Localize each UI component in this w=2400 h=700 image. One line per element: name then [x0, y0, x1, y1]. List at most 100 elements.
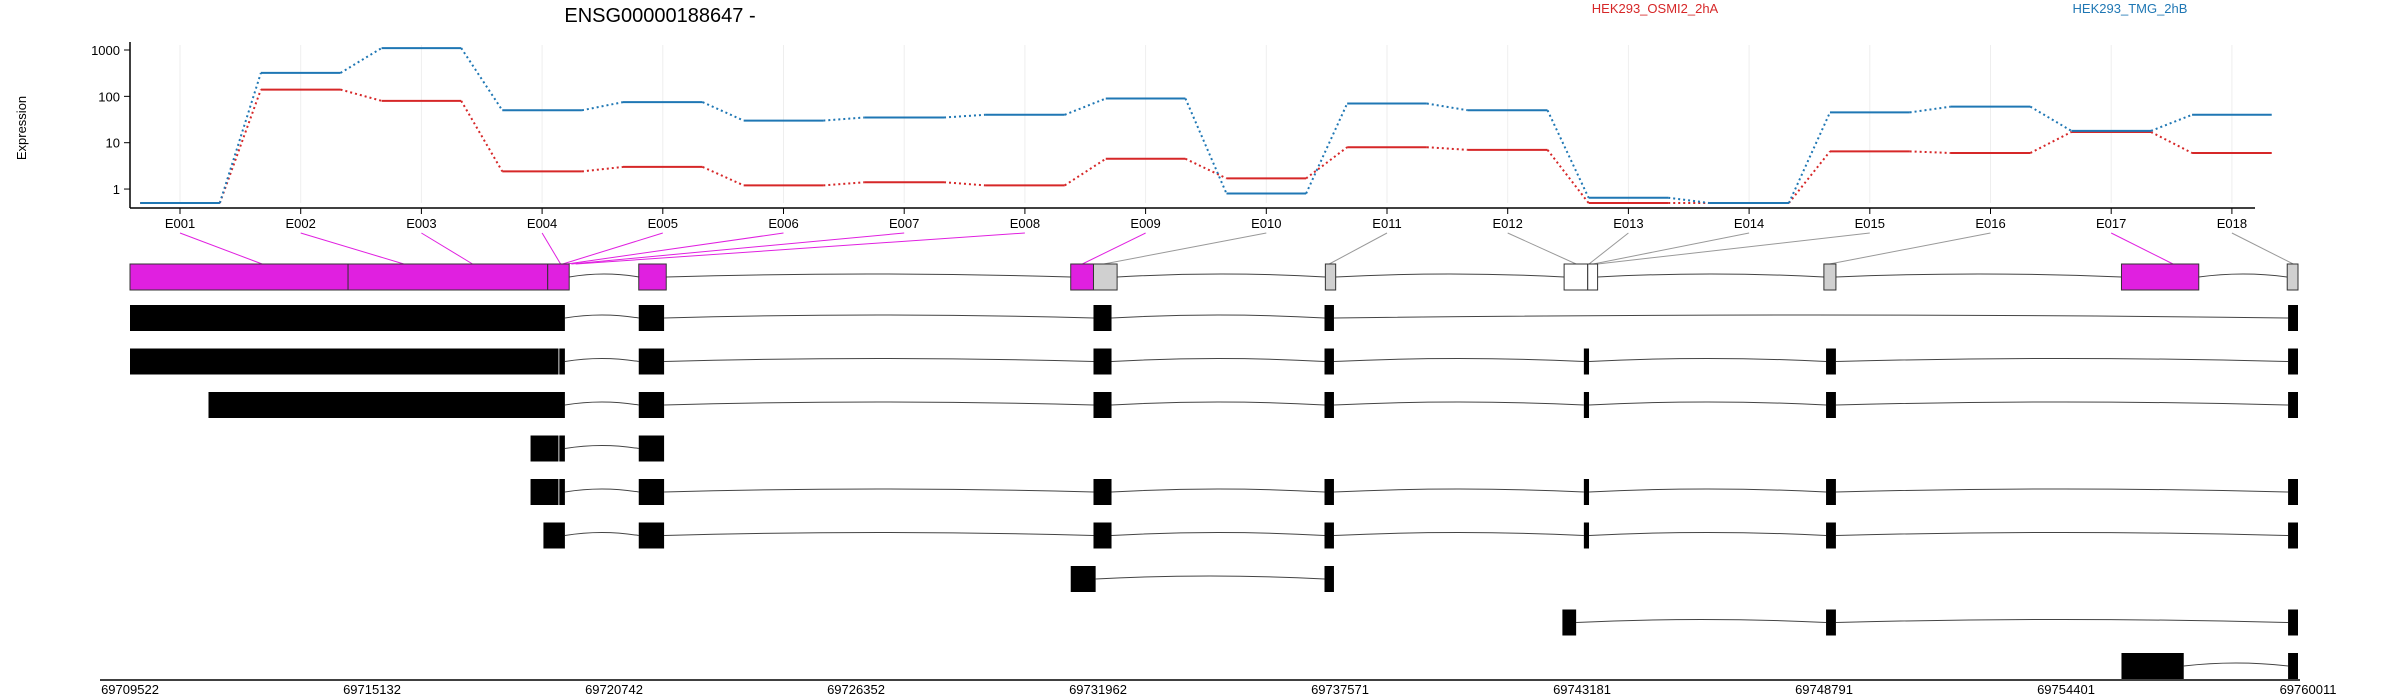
series-tmg	[140, 47, 2272, 204]
axes: 1000 100 10 1 E001 E002 E003 E004 E005 E006 E007 E0…	[91, 42, 2255, 231]
transcript-exon	[2288, 305, 2298, 331]
transcript-exon	[638, 522, 665, 549]
intron-line	[1333, 358, 1584, 362]
exon-connector	[2110, 232, 2174, 265]
transcript-exon	[2288, 609, 2298, 636]
x-tick-label-e008: E008	[1010, 216, 1040, 231]
transcript-exon	[530, 435, 559, 462]
intron-line	[564, 445, 639, 449]
transcript-exon	[1324, 522, 1334, 549]
transcript-exon	[208, 392, 565, 418]
connector-line	[1788, 150, 1831, 204]
x-tick-label-e002: E002	[286, 216, 316, 231]
connector-line	[943, 181, 986, 187]
connector-line	[1064, 157, 1107, 187]
intron-line	[1588, 401, 1827, 406]
intron-line	[1835, 532, 2289, 536]
transcript-exon	[130, 348, 559, 375]
transcript-row	[1562, 609, 2298, 636]
x-tick-label-e010: E010	[1251, 216, 1281, 231]
intron-line	[1835, 358, 2289, 362]
x-tick-label-e009: E009	[1130, 216, 1160, 231]
gene-exon-box	[1070, 263, 1094, 291]
connector-line	[1546, 149, 1590, 204]
transcript-exon	[1324, 566, 1334, 592]
x-tick-label-e015: E015	[1855, 216, 1885, 231]
gene-exon-box	[1587, 263, 1599, 291]
genomic-tick-label: 69760011	[2280, 682, 2337, 697]
connector-line	[702, 101, 745, 122]
transcript-exon	[1826, 392, 1836, 418]
exon-connector	[566, 232, 784, 265]
intron-line	[1333, 401, 1584, 406]
transcript-exon	[1093, 522, 1112, 549]
series-lines	[140, 47, 2272, 204]
genomic-tick-label: 69737571	[1311, 682, 1369, 697]
gene-exon-box	[2120, 263, 2200, 291]
intron-line	[1835, 401, 2289, 406]
exon-connector	[1328, 232, 1388, 265]
intron-line	[1333, 314, 2289, 319]
transcript-exon	[1324, 392, 1334, 418]
intron-line	[1333, 532, 1584, 536]
intron-line	[564, 488, 639, 493]
transcript-exon	[638, 479, 665, 505]
x-tick-label-e016: E016	[1975, 216, 2005, 231]
intron-line	[564, 401, 639, 406]
exon-connector	[575, 232, 1025, 265]
transcript-exon	[1826, 609, 1836, 636]
series-osmi	[140, 88, 2272, 204]
transcript-exon	[1583, 479, 1590, 505]
exon-connector	[300, 232, 405, 265]
transcript-exon	[1093, 479, 1112, 505]
genomic-tick-label: 69726352	[827, 682, 885, 697]
exon-connector	[1593, 232, 1750, 265]
x-tick-label-e014: E014	[1734, 216, 1764, 231]
x-tick-label-e001: E001	[165, 216, 195, 231]
genomic-tick-label: 69743181	[1553, 682, 1611, 697]
legend-entry-tmg: HEK293_TMG_2hB	[2073, 1, 2188, 16]
y-tick-label: 1000	[91, 43, 120, 58]
transcript-exon	[1826, 522, 1836, 549]
gene-exon-box	[1823, 263, 1837, 291]
transcript-exon	[638, 435, 665, 462]
transcript-exon	[559, 479, 565, 505]
x-tick-label-e011: E011	[1372, 216, 1401, 231]
x-tick-label-e007: E007	[889, 216, 919, 231]
transcript-exon	[2288, 348, 2298, 375]
exon-connector	[1082, 232, 1146, 265]
x-tick-label-e005: E005	[648, 216, 678, 231]
genomic-tick-label: 69715132	[343, 682, 401, 697]
transcript-row	[543, 522, 2298, 549]
gene-exon-box	[547, 263, 570, 291]
connector-line	[1546, 109, 1590, 199]
intron-line	[664, 314, 1094, 319]
intron-line	[2183, 662, 2289, 667]
connector-line	[460, 100, 504, 172]
connector-line	[2150, 113, 2193, 132]
intron-line	[1335, 273, 1565, 278]
transcript-row	[1070, 566, 1334, 592]
transcript-exon	[2288, 392, 2298, 418]
transcript-exon	[1324, 305, 1334, 331]
transcript-exon	[559, 435, 565, 462]
gene-exon-box	[1324, 263, 1337, 291]
intron-line	[1111, 358, 1325, 362]
exon-connector	[571, 232, 905, 265]
legend-entry-osmi: HEK293_OSMI2_2hA	[1592, 1, 1719, 16]
grid-lines	[179, 45, 2233, 203]
intron-line	[1111, 532, 1325, 536]
y-axis-label: Expression	[14, 96, 29, 160]
transcript-exon	[130, 305, 565, 331]
intron-line	[569, 273, 639, 278]
connector-line	[460, 47, 504, 111]
transcript-exon	[2288, 653, 2298, 679]
gene-exon-box	[129, 263, 349, 291]
connector-line	[1909, 150, 1951, 154]
transcript-exon	[1562, 609, 1577, 636]
y-tick-label: 1	[113, 182, 120, 197]
connector-line	[1426, 102, 1469, 112]
exon-connector	[1829, 232, 1991, 265]
connector-line	[2029, 105, 2072, 132]
exon-connector	[2231, 232, 2294, 265]
